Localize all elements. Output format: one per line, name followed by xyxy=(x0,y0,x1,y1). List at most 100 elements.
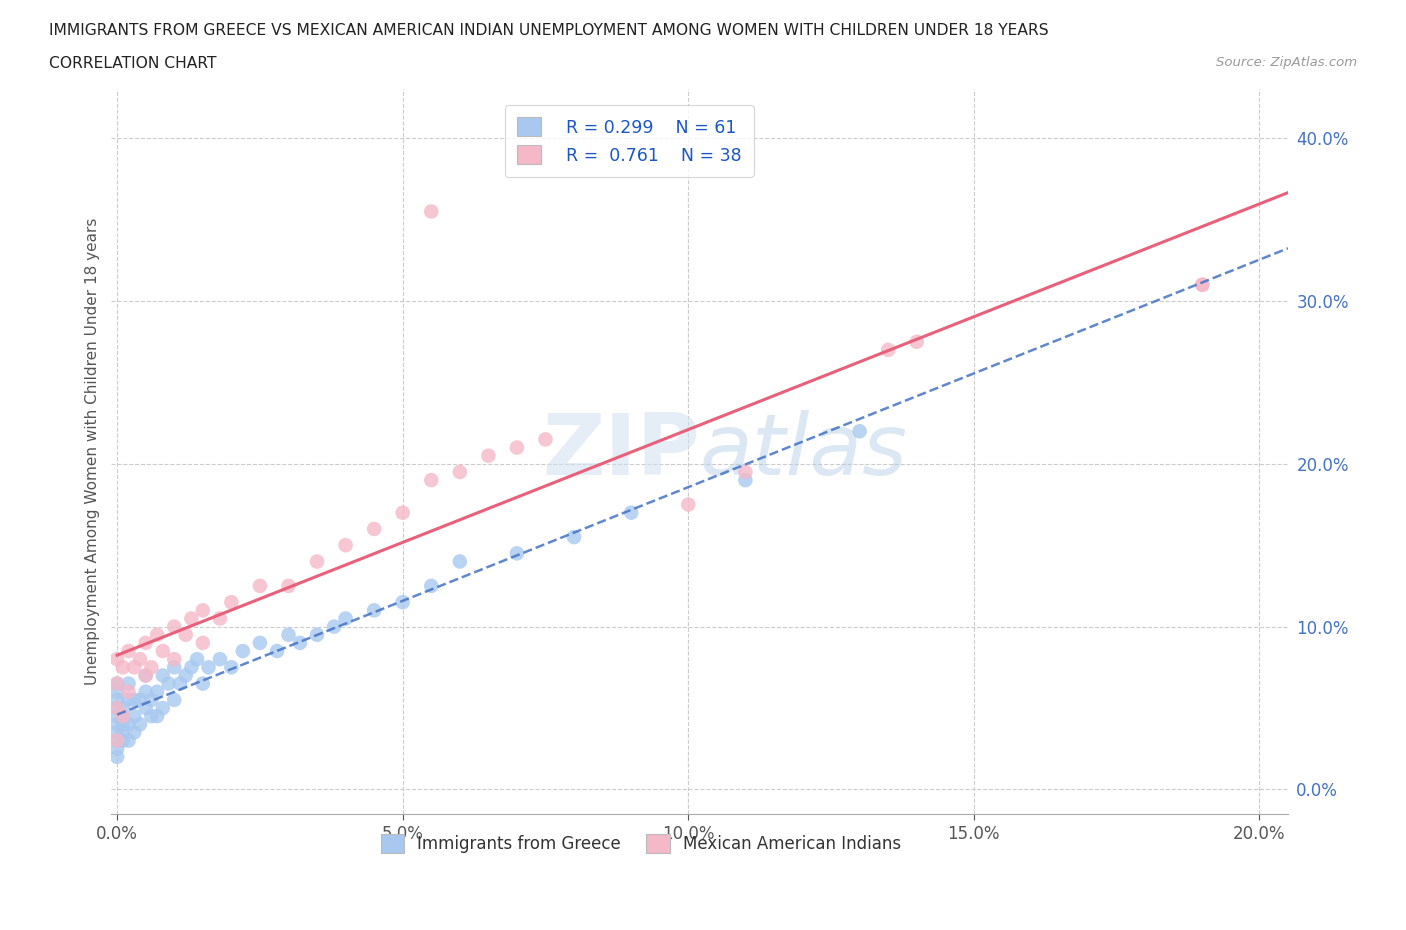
Point xyxy=(163,693,186,708)
Point xyxy=(105,733,128,748)
Point xyxy=(122,660,145,675)
Point xyxy=(420,578,443,593)
Point xyxy=(141,693,163,708)
Point xyxy=(848,424,870,439)
Point xyxy=(111,660,134,675)
Point xyxy=(323,619,346,634)
Point xyxy=(191,635,214,650)
Point xyxy=(129,693,152,708)
Point xyxy=(1191,277,1213,292)
Point xyxy=(620,505,643,520)
Point xyxy=(477,448,499,463)
Text: ZIP: ZIP xyxy=(541,410,700,493)
Point xyxy=(191,676,214,691)
Point xyxy=(391,505,413,520)
Point xyxy=(174,628,197,643)
Point xyxy=(905,334,928,349)
Point xyxy=(208,611,231,626)
Point xyxy=(135,635,157,650)
Point xyxy=(141,709,163,724)
Point xyxy=(135,684,157,699)
Point xyxy=(266,644,288,658)
Point xyxy=(506,440,529,455)
Point xyxy=(111,700,134,715)
Point xyxy=(105,652,128,667)
Text: CORRELATION CHART: CORRELATION CHART xyxy=(49,56,217,71)
Point xyxy=(152,644,174,658)
Point xyxy=(146,709,169,724)
Point xyxy=(117,733,139,748)
Point xyxy=(129,717,152,732)
Point xyxy=(363,603,385,618)
Point xyxy=(157,676,180,691)
Point xyxy=(877,342,900,357)
Point xyxy=(135,668,157,683)
Point xyxy=(141,660,163,675)
Point xyxy=(117,693,139,708)
Point xyxy=(174,668,197,683)
Point xyxy=(1191,277,1213,292)
Point xyxy=(105,700,128,715)
Point xyxy=(105,750,128,764)
Point xyxy=(420,204,443,219)
Point xyxy=(734,464,756,479)
Point xyxy=(169,676,191,691)
Point xyxy=(111,709,134,724)
Point xyxy=(221,595,243,610)
Point xyxy=(734,472,756,487)
Point xyxy=(152,668,174,683)
Point xyxy=(180,660,202,675)
Point xyxy=(449,464,471,479)
Point xyxy=(506,546,529,561)
Point xyxy=(678,497,700,512)
Point xyxy=(232,644,254,658)
Text: atlas: atlas xyxy=(700,410,908,493)
Point xyxy=(146,684,169,699)
Point xyxy=(117,717,139,732)
Point xyxy=(288,635,311,650)
Point xyxy=(163,619,186,634)
Point xyxy=(122,709,145,724)
Point xyxy=(449,554,471,569)
Point xyxy=(135,700,157,715)
Point xyxy=(111,725,134,740)
Point xyxy=(163,652,186,667)
Point xyxy=(105,725,128,740)
Point xyxy=(129,652,152,667)
Point xyxy=(534,432,557,446)
Text: Source: ZipAtlas.com: Source: ZipAtlas.com xyxy=(1216,56,1357,69)
Point xyxy=(117,684,139,699)
Point xyxy=(105,676,128,691)
Point xyxy=(135,668,157,683)
Point xyxy=(105,693,128,708)
Point xyxy=(305,628,328,643)
Point xyxy=(152,700,174,715)
Point xyxy=(105,733,128,748)
Point xyxy=(363,522,385,537)
Point xyxy=(105,741,128,756)
Point xyxy=(249,635,271,650)
Text: IMMIGRANTS FROM GREECE VS MEXICAN AMERICAN INDIAN UNEMPLOYMENT AMONG WOMEN WITH : IMMIGRANTS FROM GREECE VS MEXICAN AMERIC… xyxy=(49,23,1049,38)
Point xyxy=(105,676,128,691)
Point xyxy=(305,554,328,569)
Point xyxy=(420,472,443,487)
Point xyxy=(191,603,214,618)
Point xyxy=(111,733,134,748)
Point xyxy=(277,578,299,593)
Point xyxy=(335,611,357,626)
Point xyxy=(163,660,186,675)
Point xyxy=(180,611,202,626)
Y-axis label: Unemployment Among Women with Children Under 18 years: Unemployment Among Women with Children U… xyxy=(86,218,100,685)
Point xyxy=(391,595,413,610)
Point xyxy=(249,578,271,593)
Point xyxy=(197,660,219,675)
Point xyxy=(105,684,128,699)
Point xyxy=(221,660,243,675)
Point xyxy=(111,717,134,732)
Point xyxy=(111,709,134,724)
Point xyxy=(562,530,585,545)
Point xyxy=(105,709,128,724)
Point xyxy=(117,644,139,658)
Point xyxy=(335,538,357,552)
Point xyxy=(105,700,128,715)
